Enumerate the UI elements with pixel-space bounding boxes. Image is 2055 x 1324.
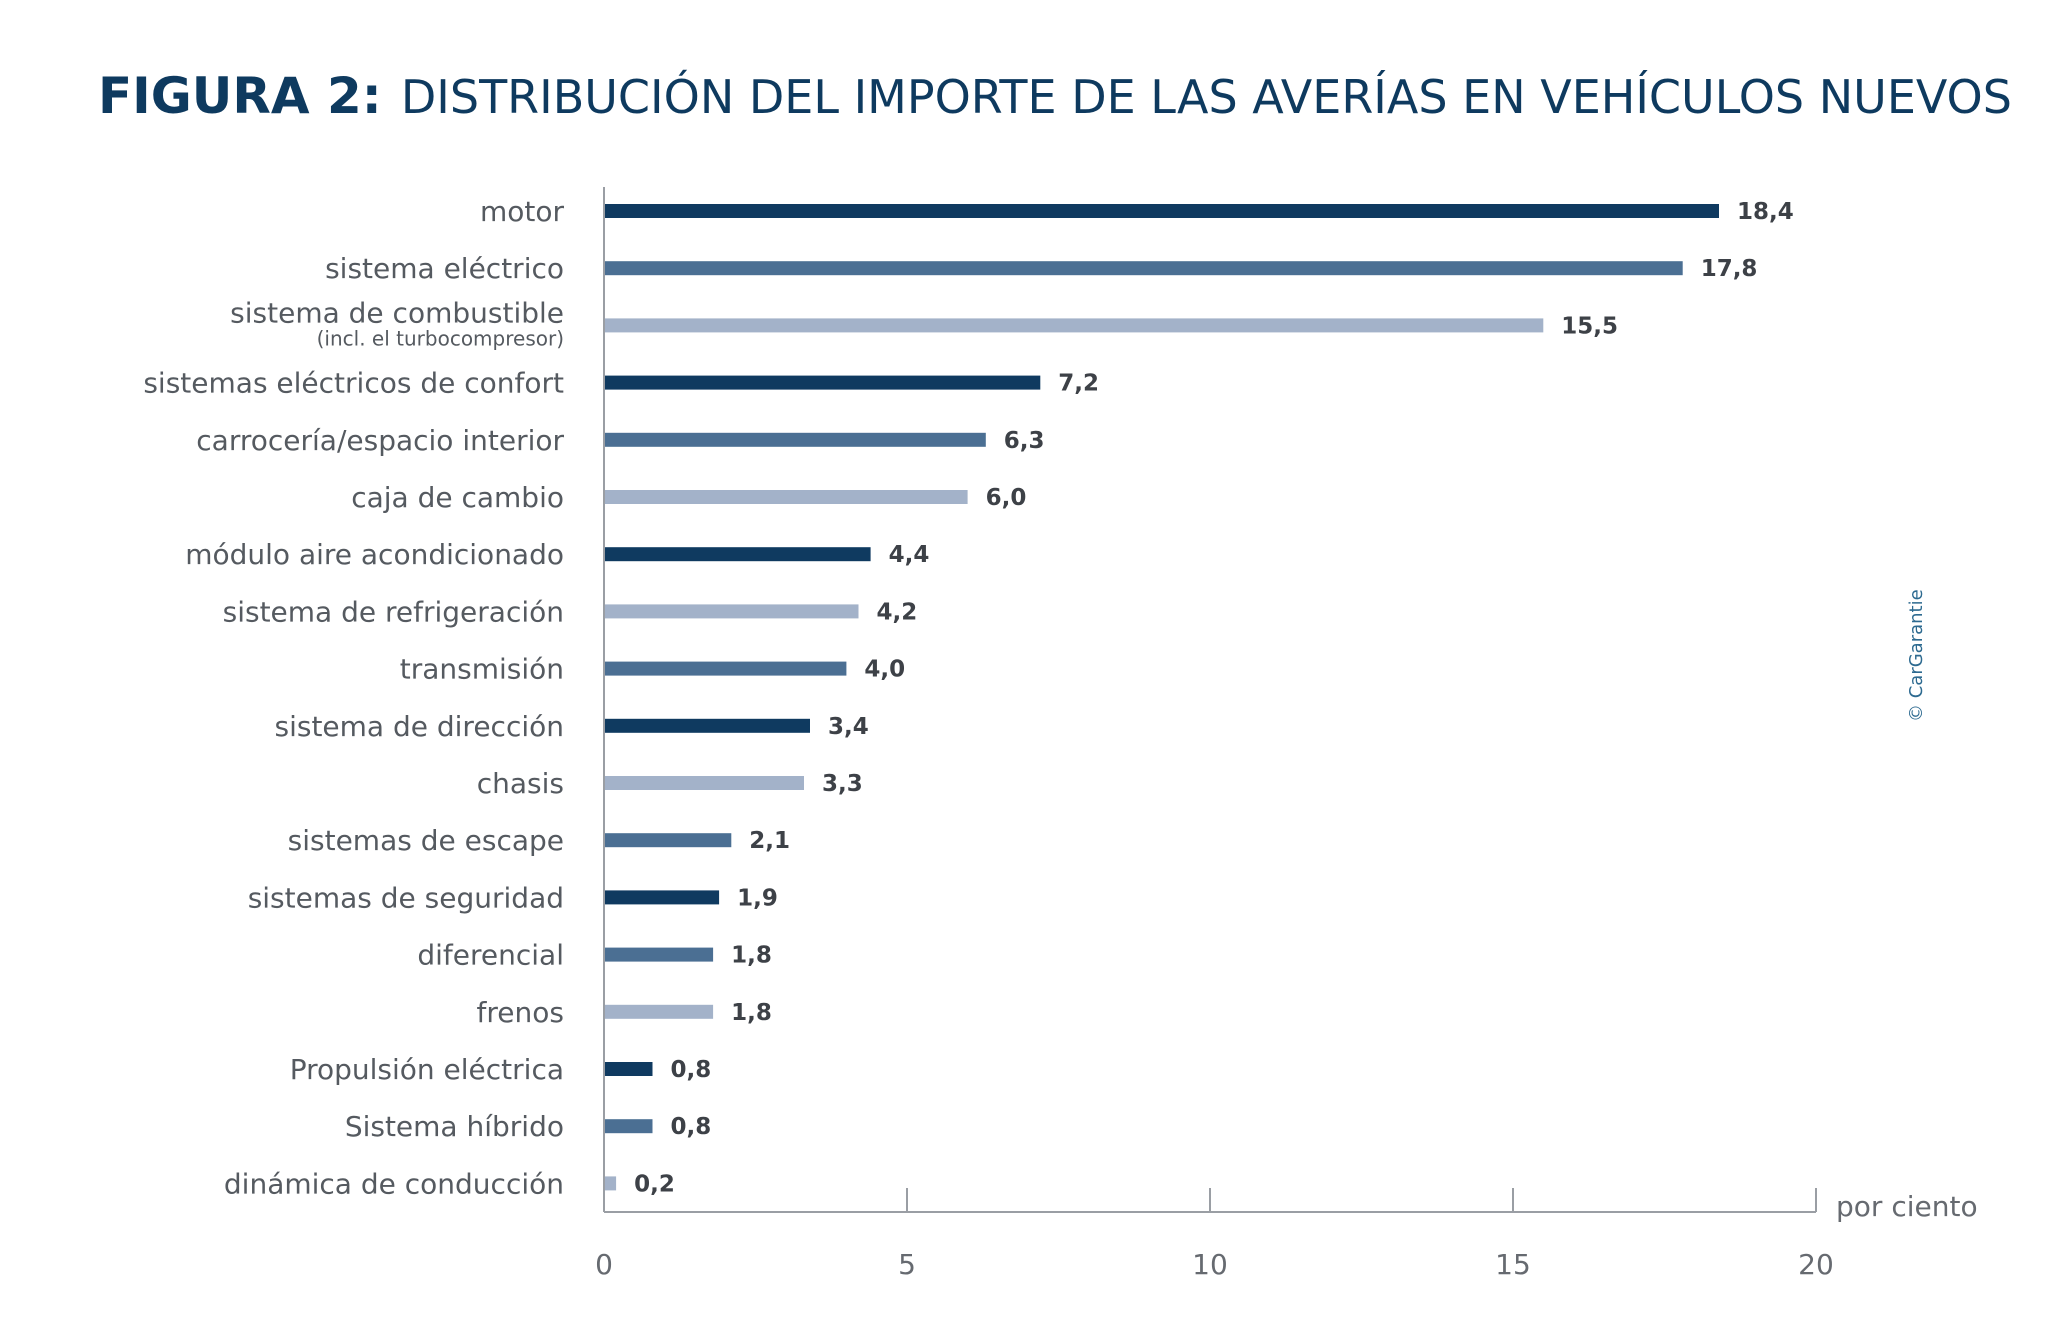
x-tick-label-1: 5 (898, 1248, 916, 1281)
value-label-16: 0,8 (671, 1114, 712, 1140)
category-label-10: chasis (477, 767, 564, 800)
value-label-6: 4,4 (889, 542, 930, 568)
bar-9 (604, 718, 810, 733)
category-label-2: sistema de combustible (230, 296, 564, 329)
category-label-6: módulo aire acondicionado (185, 538, 564, 571)
value-label-10: 3,3 (822, 771, 863, 797)
bar-16 (604, 1119, 653, 1134)
value-label-1: 17,8 (1701, 256, 1758, 282)
x-axis-ticks: 0 5 10 15 20 (595, 1188, 1834, 1281)
bar-14 (604, 1004, 714, 1019)
bar-2 (604, 318, 1544, 333)
x-tick-label-2: 10 (1192, 1248, 1228, 1281)
bar-15 (604, 1062, 653, 1076)
value-label-0: 18,4 (1737, 199, 1794, 225)
value-label-8: 4,0 (864, 657, 905, 683)
category-label-1: sistema eléctrico (325, 252, 564, 285)
category-label-8: transmisión (400, 653, 564, 686)
category-label-3: sistemas eléctricos de confort (143, 367, 564, 400)
bar-10 (604, 776, 804, 790)
chart-title-text: DISTRIBUCIÓN DEL IMPORTE DE LAS AVERÍAS … (401, 70, 2012, 124)
bar-7 (604, 604, 859, 619)
category-label-9: sistema de dirección (274, 710, 564, 743)
bar-6 (604, 547, 871, 562)
value-label-11: 2,1 (749, 828, 790, 854)
category-label-12: sistemas de seguridad (248, 881, 564, 914)
category-sublabel-2: (incl. el turbocompresor) (317, 326, 564, 350)
bar-3 (604, 375, 1041, 390)
chart-title: FIGURA 2: DISTRIBUCIÓN DEL IMPORTE DE LA… (98, 67, 2012, 125)
bar-0 (604, 204, 1719, 218)
category-label-13: diferencial (417, 939, 564, 972)
category-label-17: dinámica de conducción (224, 1167, 564, 1200)
bar-12 (604, 890, 720, 905)
x-tick-label-3: 15 (1495, 1248, 1531, 1281)
x-axis-unit-label: por ciento (1836, 1190, 1978, 1223)
value-label-5: 6,0 (986, 485, 1027, 511)
category-label-14: frenos (477, 996, 564, 1029)
bar-1 (604, 261, 1683, 276)
bar-5 (604, 490, 968, 504)
value-label-7: 4,2 (877, 599, 918, 625)
value-label-3: 7,2 (1058, 371, 1099, 397)
category-label-16: Sistema híbrido (345, 1110, 564, 1143)
bar-8 (604, 661, 847, 676)
copyright-credit: © CarGarantie (1906, 589, 1927, 722)
bar-4 (604, 432, 986, 447)
value-label-2: 15,5 (1561, 313, 1618, 339)
category-label-4: carrocería/espacio interior (196, 424, 564, 457)
category-label-5: caja de cambio (351, 481, 564, 514)
x-tick-label-4: 20 (1798, 1248, 1834, 1281)
bars-layer: 18,4 motor 17,8 sistema eléctrico 15,5 (incl.… (143, 195, 1793, 1200)
value-label-13: 1,8 (731, 943, 772, 969)
value-label-4: 6,3 (1004, 428, 1045, 454)
value-label-12: 1,9 (737, 885, 778, 911)
bar-13 (604, 947, 714, 962)
value-label-9: 3,4 (828, 714, 869, 740)
category-label-7: sistema de refrigeración (223, 595, 564, 628)
value-label-15: 0,8 (671, 1057, 712, 1083)
value-label-14: 1,8 (731, 1000, 772, 1026)
bar-11 (604, 833, 732, 848)
bar-17 (604, 1176, 617, 1191)
value-label-17: 0,2 (634, 1171, 675, 1197)
x-tick-label-0: 0 (595, 1248, 613, 1281)
category-label-0: motor (480, 195, 565, 228)
category-label-15: Propulsión eléctrica (290, 1053, 564, 1086)
category-label-11: sistemas de escape (288, 824, 564, 857)
chart-title-prefix: FIGURA 2: (98, 67, 382, 125)
